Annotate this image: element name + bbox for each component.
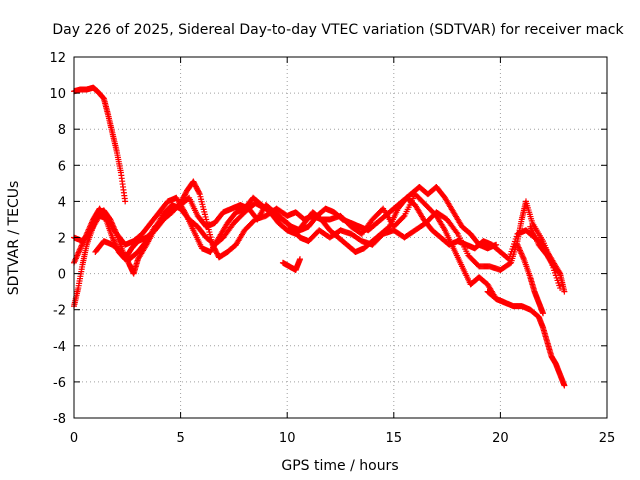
y-tick-label: -2 — [53, 304, 66, 319]
x-tick-label: 0 — [70, 431, 78, 446]
series-track-9 — [527, 223, 568, 295]
plot-frame — [73, 56, 608, 419]
y-tick-label: 0 — [58, 268, 66, 283]
series-track-5 — [92, 183, 500, 263]
y-tick-label: 10 — [49, 87, 66, 102]
y-tick-label: 8 — [58, 123, 66, 138]
series-track-3 — [71, 178, 568, 389]
data-point — [400, 213, 407, 220]
y-tick-label: -4 — [53, 340, 66, 355]
x-axis-title: GPS time / hours — [281, 458, 398, 474]
chart-title: Day 226 of 2025, Sidereal Day-to-day VTE… — [52, 22, 624, 38]
data-point — [540, 310, 547, 317]
x-tick-label: 20 — [492, 431, 509, 446]
data-point — [493, 241, 500, 248]
axes: -8 -6 -4 -2 0 2 4 6 8 10 12 0 5 10 15 20 25 — [49, 51, 615, 446]
y-tick-label: 6 — [58, 159, 66, 174]
series-track-6 — [279, 256, 303, 273]
series-track-8 — [514, 241, 547, 317]
x-tick-label: 25 — [599, 431, 616, 446]
y-tick-label: 2 — [58, 232, 66, 247]
data-point — [501, 299, 508, 306]
y-tick-label: -8 — [53, 412, 66, 427]
y-tick-label: -6 — [53, 376, 66, 391]
series-track-1 — [71, 84, 129, 205]
series-track-7 — [484, 288, 508, 306]
data-point — [561, 288, 568, 295]
data-point — [561, 382, 568, 389]
y-axis-title: SDTVAR / TECUs — [6, 181, 22, 296]
y-tick-label: 12 — [49, 51, 66, 66]
data-point — [122, 198, 129, 205]
data-series — [71, 84, 568, 389]
y-tick-label: 4 — [58, 195, 66, 210]
x-tick-label: 10 — [279, 431, 296, 446]
data-point — [196, 189, 203, 196]
x-tick-label: 15 — [386, 431, 403, 446]
x-tick-label: 5 — [176, 431, 184, 446]
data-point — [296, 256, 303, 263]
